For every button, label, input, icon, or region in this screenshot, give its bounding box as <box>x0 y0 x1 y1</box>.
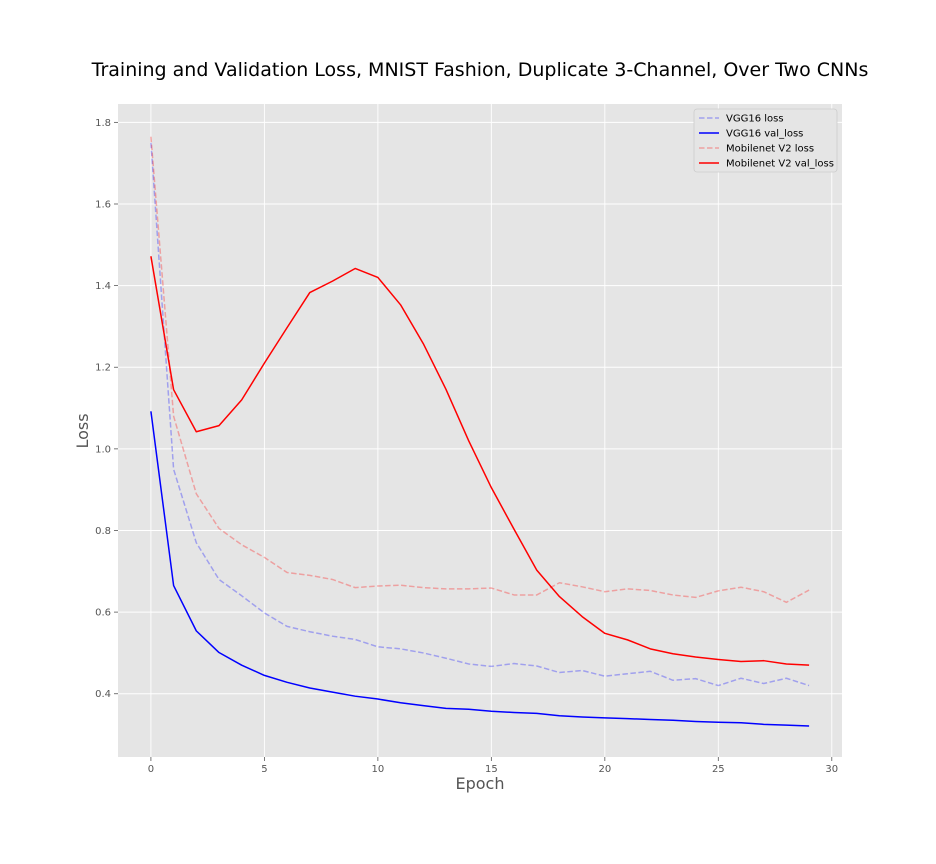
legend-label: VGG16 val_loss <box>726 129 803 140</box>
series-line-vgg16-val-loss <box>150 411 810 727</box>
x-tick-label: 25 <box>712 764 725 775</box>
legend: VGG16 loss VGG16 val_loss Mobilenet V2 los… <box>693 108 838 173</box>
y-tick-label: 0.8 <box>95 526 111 537</box>
x-tick-label: 5 <box>261 764 267 775</box>
y-tick-label: 1.0 <box>95 444 111 455</box>
chart-title: Training and Validation Loss, MNIST Fash… <box>91 59 869 81</box>
x-tick-label: 15 <box>485 764 498 775</box>
y-tick-label: 1.8 <box>95 118 111 129</box>
x-axis-label: Epoch <box>456 774 505 793</box>
grid-lines <box>118 104 842 757</box>
plot-area <box>118 104 842 757</box>
x-tick-label: 30 <box>825 764 838 775</box>
series-lines <box>150 136 810 727</box>
x-tick-label: 20 <box>598 764 611 775</box>
legend-label: Mobilenet V2 loss <box>726 144 814 155</box>
legend-box <box>693 108 838 173</box>
series-line-mobilenet-v2-val-loss <box>150 256 810 666</box>
x-tick-label: 0 <box>148 764 154 775</box>
y-tick-label: 1.4 <box>95 281 111 292</box>
y-tick-label: 1.6 <box>95 199 111 210</box>
legend-label: VGG16 loss <box>726 114 784 125</box>
y-tick-label: 0.4 <box>95 689 111 700</box>
series-line-mobilenet-v2-loss <box>150 136 810 604</box>
series-line-vgg16-loss <box>150 142 810 687</box>
x-tick-label: 10 <box>372 764 385 775</box>
legend-label: Mobilenet V2 val_loss <box>726 159 834 170</box>
axis-ticks: 0 5 10 15 20 25 30 0.4 0.6 0.8 1.0 1.2 1.4 1.6 1.8 <box>95 118 838 775</box>
y-axis-label: Loss <box>73 413 92 448</box>
y-tick-label: 1.2 <box>95 363 111 374</box>
y-tick-label: 0.6 <box>95 608 111 619</box>
